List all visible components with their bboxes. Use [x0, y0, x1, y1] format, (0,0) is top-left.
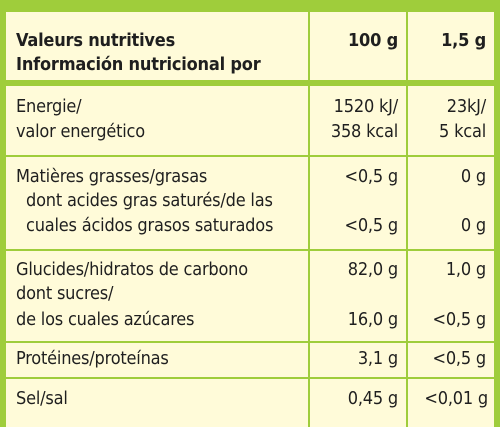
nutrition-table: Valeurs nutritives Información nutricion…	[6, 12, 494, 427]
column-header-100g: 100 g	[347, 30, 398, 51]
saturated-fat-100g: <0,5 g	[344, 215, 398, 236]
header-divider	[6, 80, 494, 86]
fat-label: Matières grasses/grasas	[16, 166, 208, 187]
fat-100g: <0,5 g	[344, 166, 398, 187]
column-divider	[308, 12, 310, 427]
carbs-label: Glucides/hidratos de carbono	[16, 259, 248, 280]
salt-portion: <0,01 g	[424, 388, 488, 409]
protein-100g: 3,1 g	[357, 348, 398, 369]
protein-label: Protéines/proteínas	[16, 348, 169, 369]
carbs-portion: 1,0 g	[445, 259, 486, 280]
energy-portion-kj: 23kJ/	[446, 96, 486, 117]
sugars-label: dont sucres/	[16, 283, 114, 304]
row-divider	[6, 155, 494, 157]
energy-label-es: valor energético	[16, 121, 145, 142]
carbs-100g: 82,0 g	[347, 259, 398, 280]
table-title-es: Información nutricional por	[16, 54, 261, 75]
energy-label: Energie/	[16, 96, 82, 117]
fat-portion: 0 g	[460, 166, 486, 187]
sugars-100g: 16,0 g	[347, 309, 398, 330]
saturated-fat-label: dont acides gras saturés/de las	[26, 190, 273, 211]
saturated-fat-label-es: cuales ácidos grasos saturados	[26, 215, 274, 236]
column-divider	[406, 12, 408, 427]
sugars-portion: <0,5 g	[432, 309, 486, 330]
row-divider	[6, 249, 494, 251]
sugars-label-es: de los cuales azúcares	[16, 309, 195, 330]
energy-portion-kcal: 5 kcal	[439, 121, 486, 142]
salt-100g: 0,45 g	[347, 388, 398, 409]
column-header-portion: 1,5 g	[441, 30, 486, 51]
table-title: Valeurs nutritives	[16, 30, 176, 51]
protein-portion: <0,5 g	[432, 348, 486, 369]
row-divider	[6, 377, 494, 379]
row-divider	[6, 341, 494, 343]
salt-label: Sel/sal	[16, 388, 68, 409]
energy-100g-kcal: 358 kcal	[330, 121, 398, 142]
energy-100g-kj: 1520 kJ/	[333, 96, 399, 117]
saturated-fat-portion: 0 g	[460, 215, 486, 236]
